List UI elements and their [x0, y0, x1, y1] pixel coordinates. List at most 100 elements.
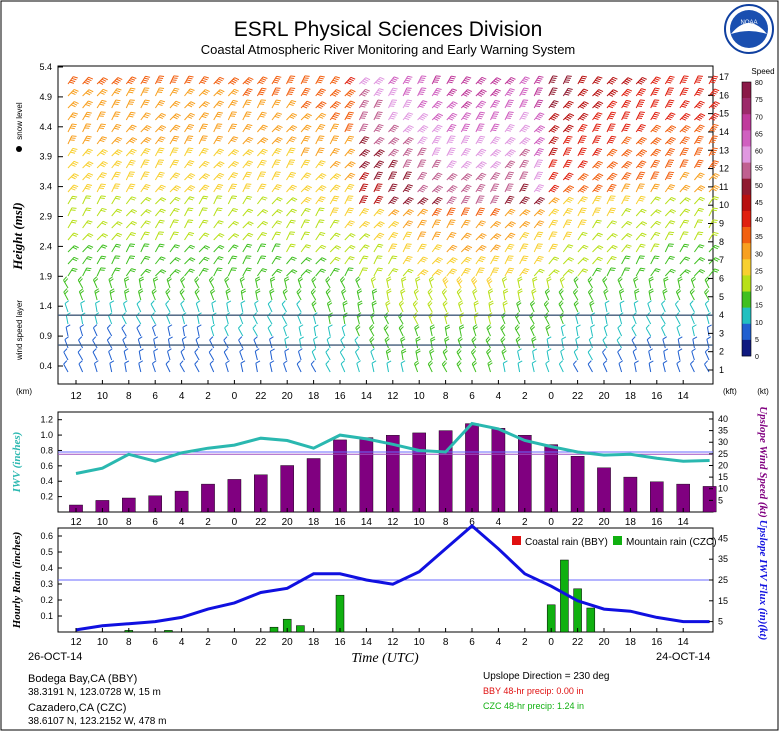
wind-barb-flag — [232, 234, 238, 238]
wind-barb — [82, 111, 92, 121]
wind-barb — [254, 348, 260, 361]
wind-barb-staff — [650, 268, 657, 277]
wind-barb-flag — [654, 126, 660, 130]
wind-barb — [169, 100, 181, 109]
wind-barb — [152, 276, 159, 289]
wind-barb-staff — [67, 101, 75, 109]
wind-barb-flag — [639, 183, 645, 185]
wind-barb-staff — [329, 101, 337, 109]
wind-barb-flag — [201, 209, 207, 211]
wind-barb — [198, 184, 210, 193]
wind-barb — [227, 77, 240, 85]
wind-barb-flag — [102, 172, 107, 175]
wind-barb-staff — [169, 88, 176, 97]
wind-barb-flag — [99, 269, 105, 271]
wind-barb-flag — [274, 173, 280, 176]
wind-barb-staff — [460, 219, 467, 229]
wind-barb-staff — [213, 256, 220, 265]
wind-barb-staff — [490, 195, 495, 205]
wind-barb-flag — [613, 89, 618, 93]
wind-barb-flag — [354, 336, 359, 341]
wind-barb-staff — [562, 269, 570, 277]
wind-barb-flag — [564, 165, 570, 168]
wind-barb-flag — [115, 245, 120, 248]
wind-barb-staff — [315, 160, 322, 169]
wind-barb-flag — [565, 139, 571, 142]
wind-barb — [621, 172, 632, 181]
wind-barb-staff — [339, 279, 346, 289]
wind-barb — [602, 360, 608, 373]
wind-barb — [446, 196, 457, 205]
wind-barb-flag — [340, 360, 345, 365]
wind-barb-flag — [232, 173, 237, 177]
wind-barb-flag — [654, 269, 660, 273]
wind-barb — [108, 348, 113, 361]
wind-barb-staff — [325, 351, 331, 361]
wind-barb-staff — [679, 172, 686, 181]
wind-barb-flag — [640, 267, 646, 270]
wind-barb-flag — [477, 127, 483, 129]
wind-barb-flag — [590, 302, 595, 306]
wind-barb-staff — [137, 291, 142, 301]
wind-barb-flag — [487, 278, 492, 283]
wind-barb — [326, 300, 333, 313]
wind-barb-flag — [347, 209, 353, 212]
wind-barb — [650, 137, 662, 145]
wind-barb — [286, 208, 297, 217]
wind-barb-flag — [579, 189, 585, 193]
wind-barb-flag — [427, 288, 432, 293]
wind-barb-staff — [198, 76, 205, 85]
wind-barb-flag — [516, 338, 521, 343]
wind-barb-staff — [225, 363, 229, 373]
wind-barb-flag — [259, 187, 265, 190]
wind-barb-staff — [213, 123, 218, 133]
wind-barb-flag — [611, 246, 617, 250]
wind-barb-flag — [263, 148, 268, 152]
wind-barb — [67, 112, 78, 121]
wind-barb-flag — [436, 270, 442, 274]
wind-barb — [428, 312, 434, 325]
wind-barb-flag — [113, 187, 119, 189]
wind-barb-flag — [100, 267, 106, 269]
wind-barb — [267, 312, 273, 325]
wind-barb — [519, 183, 529, 193]
wind-barb-flag — [623, 127, 629, 130]
wind-barb-staff — [545, 327, 550, 337]
wind-barb-flag — [685, 112, 691, 116]
wind-barb-flag — [515, 326, 520, 331]
wind-barb-staff — [196, 315, 200, 325]
wind-barb-staff — [417, 159, 422, 169]
wind-barb-flag — [420, 221, 426, 224]
wind-barb-staff — [283, 363, 287, 373]
wind-barb — [650, 268, 661, 277]
wind-barb-staff — [431, 196, 439, 205]
wind-barb-flag — [261, 87, 267, 90]
wind-barb-staff — [96, 77, 104, 85]
wind-barb-flag — [638, 175, 644, 178]
wind-barb-staff — [446, 173, 454, 181]
wind-barb-flag — [200, 81, 206, 84]
wind-barb-staff — [460, 101, 468, 109]
wind-barb-flag — [305, 174, 310, 177]
wind-barb-flag — [579, 177, 585, 181]
wind-barb-flag — [670, 220, 676, 223]
wind-barb-flag — [509, 222, 515, 226]
wind-barb — [562, 257, 575, 265]
wind-barb-flag — [435, 233, 441, 236]
wind-barb-staff — [635, 111, 641, 121]
wind-barb-flag — [202, 269, 208, 272]
wind-barb-flag — [697, 137, 703, 140]
wind-barb-flag — [161, 197, 167, 201]
wind-barb-flag — [404, 117, 410, 121]
wind-barb — [577, 101, 589, 109]
wind-barb-flag — [321, 88, 326, 91]
wind-barb-flag — [335, 184, 341, 188]
wind-barb-flag — [346, 127, 352, 129]
wind-barb-flag — [668, 257, 674, 260]
wind-barb-flag — [328, 324, 333, 328]
wind-barb — [501, 312, 507, 325]
wind-barb-flag — [159, 258, 165, 261]
wind-barb — [548, 171, 559, 181]
wind-barb-staff — [663, 279, 666, 289]
wind-barb-flag — [86, 78, 92, 82]
